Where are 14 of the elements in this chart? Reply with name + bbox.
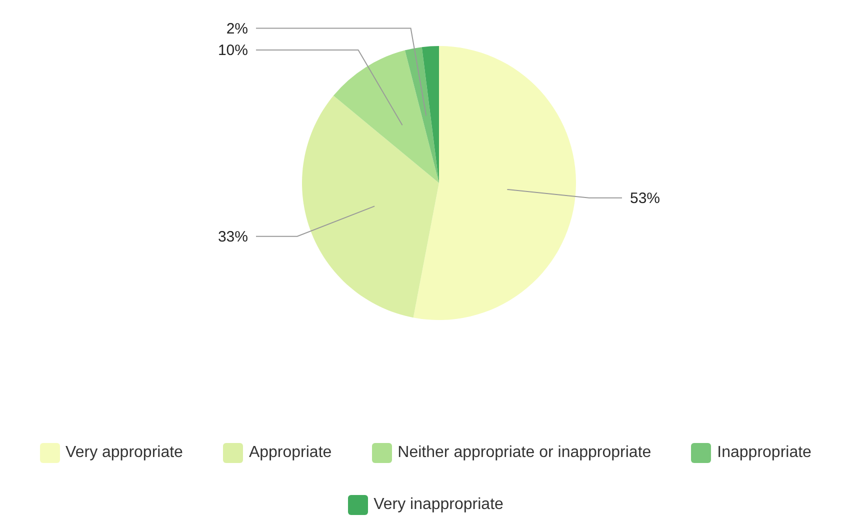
data-label: 53% <box>630 190 660 208</box>
data-label: 33% <box>218 228 248 246</box>
legend-label: Very inappropriate <box>374 496 504 514</box>
data-label: 10% <box>218 42 248 60</box>
pie-slice <box>422 46 439 183</box>
pie-slice <box>333 50 439 183</box>
pie-slice <box>404 47 439 183</box>
data-label: 2% <box>226 20 248 38</box>
pie-slice <box>302 96 439 318</box>
legend-label: Very appropriate <box>66 444 183 462</box>
legend-label: Inappropriate <box>717 444 812 462</box>
legend-label: Appropriate <box>248 444 332 462</box>
legend-label: Neither appropriate or inappropriate <box>398 444 652 462</box>
pie-slice <box>413 46 576 320</box>
